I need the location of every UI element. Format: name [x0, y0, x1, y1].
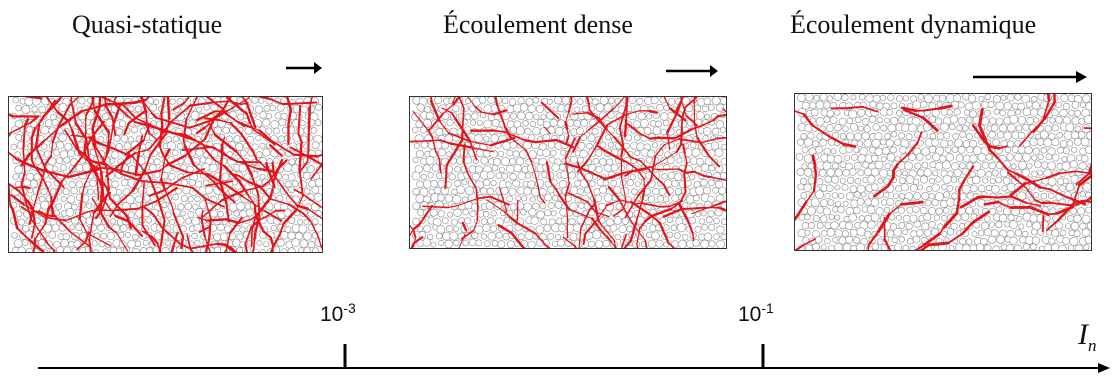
tick-label-1-base: 10: [320, 303, 344, 326]
regime-title-quasi-static: Quasi-statique: [72, 10, 223, 39]
tick-label-1: 10-3: [320, 300, 356, 327]
tick-label-1-exp: -3: [343, 300, 356, 316]
force-chains: [410, 97, 726, 248]
granular-panel-dynamic-flow: [794, 93, 1092, 251]
tick-label-2: 10-1: [738, 300, 774, 327]
particles: [411, 97, 726, 248]
regime-title-dynamic-flow: Écoulement dynamique: [790, 10, 1037, 39]
axis-label-sub: n: [1088, 336, 1097, 355]
axis-arrowhead: [1098, 363, 1110, 373]
tick-label-2-exp: -1: [761, 300, 774, 316]
inertial-number-axis: [38, 344, 1110, 373]
granular-panel-dense-flow: [409, 96, 727, 249]
force-chains: [9, 97, 322, 252]
axis-label-base: I: [1078, 318, 1088, 351]
axis-label-inertial-number: In: [1078, 318, 1097, 356]
granular-panel-quasi-static: [8, 96, 323, 253]
tick-label-2-base: 10: [738, 303, 762, 326]
shear-arrow-quasi-static: [286, 62, 322, 74]
force-chains: [795, 94, 1091, 250]
shear-arrow-dense-flow: [666, 65, 718, 77]
regime-title-dense-flow: Écoulement dense: [443, 10, 633, 39]
shear-arrow-dynamic-flow: [973, 71, 1087, 83]
